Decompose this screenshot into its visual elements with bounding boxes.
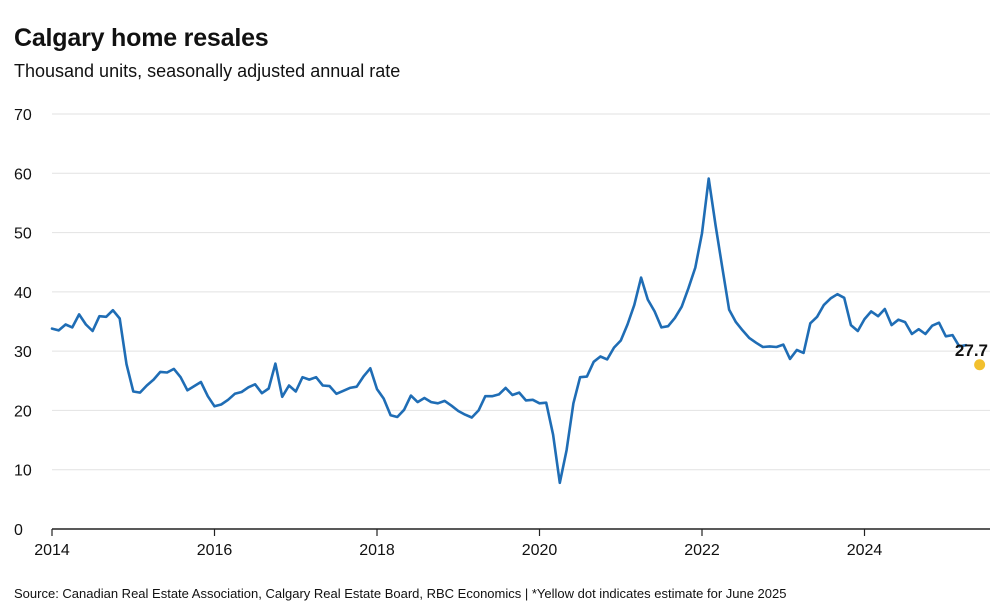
- y-tick-label: 50: [14, 226, 32, 243]
- y-tick-label: 30: [14, 344, 32, 361]
- y-tick-label: 60: [14, 166, 32, 183]
- y-tick-label: 0: [14, 522, 23, 539]
- x-tick-label: 2022: [684, 542, 720, 559]
- gridlines: [52, 113, 990, 471]
- x-tick-label: 2024: [847, 542, 883, 559]
- chart-subtitle: Thousand units, seasonally adjusted annu…: [14, 61, 401, 81]
- chart-title: Calgary home resales: [14, 24, 269, 52]
- y-tick-label: 10: [14, 463, 32, 480]
- estimate-annotation: 27.7: [955, 341, 988, 371]
- source-note: Source: Canadian Real Estate Association…: [14, 586, 787, 601]
- y-axis-ticks: 0 10 20 30 40 50 60 70: [14, 107, 32, 539]
- x-tick-label: 2014: [34, 542, 70, 559]
- y-tick-label: 70: [14, 107, 32, 124]
- y-tick-label: 40: [14, 285, 32, 302]
- y-tick-label: 20: [14, 403, 32, 420]
- x-tick-label: 2016: [197, 542, 233, 559]
- estimate-label: 27.7: [955, 341, 988, 360]
- series-line-0: [50, 177, 968, 485]
- x-axis-ticks: 2014 2016 2018 2020 2022 2024: [34, 529, 882, 559]
- series-layer: [50, 177, 968, 485]
- x-tick-label: 2018: [359, 542, 395, 559]
- estimate-dot: [974, 359, 986, 371]
- x-tick-label: 2020: [522, 542, 558, 559]
